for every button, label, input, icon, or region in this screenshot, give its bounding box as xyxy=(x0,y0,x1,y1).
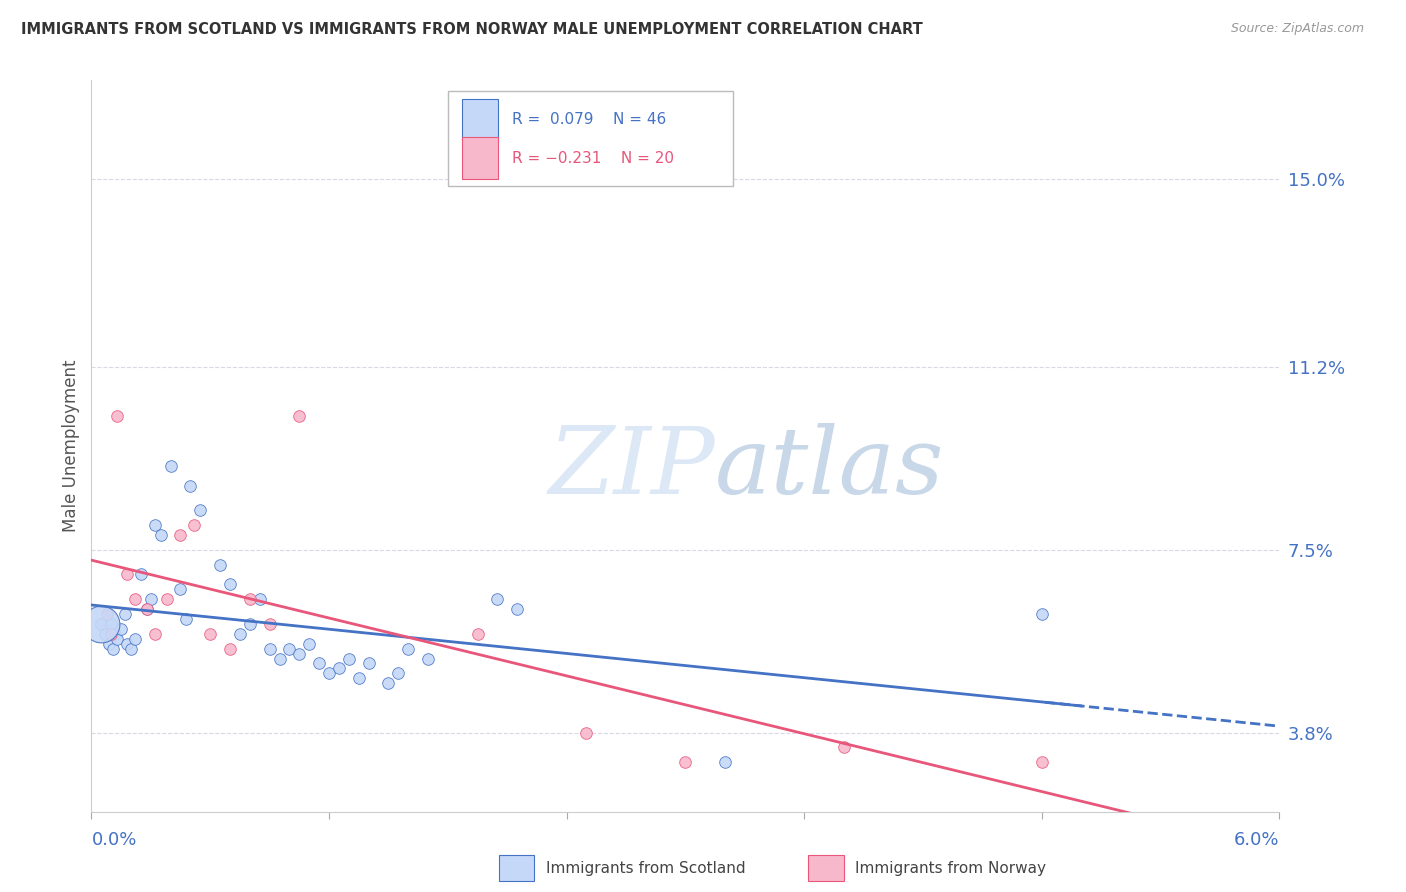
Point xyxy=(239,592,262,607)
Point xyxy=(129,567,152,582)
Point xyxy=(176,612,198,626)
Point xyxy=(337,651,360,665)
Point xyxy=(328,661,350,675)
Point xyxy=(124,632,146,646)
Text: 0.0%: 0.0% xyxy=(91,831,136,849)
Text: R =  0.079    N = 46: R = 0.079 N = 46 xyxy=(512,112,666,127)
Point xyxy=(259,616,281,631)
Point xyxy=(832,740,855,755)
Point xyxy=(159,458,181,473)
Point xyxy=(288,409,311,424)
Point xyxy=(396,641,419,656)
Point xyxy=(139,592,162,607)
Point xyxy=(714,756,737,770)
Point xyxy=(179,478,201,492)
Point xyxy=(278,641,301,656)
Point xyxy=(249,592,271,607)
Point xyxy=(114,607,136,621)
Point xyxy=(259,641,281,656)
Point xyxy=(96,607,118,621)
Point xyxy=(673,756,696,770)
Text: 6.0%: 6.0% xyxy=(1234,831,1279,849)
Bar xyxy=(463,99,498,140)
Point xyxy=(90,616,112,631)
Point xyxy=(219,641,242,656)
Point xyxy=(124,592,146,607)
Point xyxy=(209,558,232,572)
Y-axis label: Male Unemployment: Male Unemployment xyxy=(62,359,80,533)
Point xyxy=(115,637,138,651)
Point xyxy=(156,592,179,607)
Point xyxy=(1031,607,1053,621)
Point xyxy=(115,567,138,582)
Point xyxy=(100,616,122,631)
Text: IMMIGRANTS FROM SCOTLAND VS IMMIGRANTS FROM NORWAY MALE UNEMPLOYMENT CORRELATION: IMMIGRANTS FROM SCOTLAND VS IMMIGRANTS F… xyxy=(21,22,922,37)
Point xyxy=(357,657,380,671)
Text: R = −0.231    N = 20: R = −0.231 N = 20 xyxy=(512,151,673,166)
Point xyxy=(219,577,242,591)
Text: ZIP: ZIP xyxy=(548,423,716,513)
Point xyxy=(100,627,122,641)
Point xyxy=(105,409,128,424)
Point xyxy=(288,647,311,661)
Point xyxy=(377,676,399,690)
Text: atlas: atlas xyxy=(716,423,945,513)
Point xyxy=(575,725,598,739)
Point xyxy=(183,518,205,533)
Point xyxy=(387,666,409,681)
Point xyxy=(94,627,117,641)
Point xyxy=(110,622,132,636)
Point xyxy=(90,616,112,631)
Point xyxy=(347,671,370,685)
Bar xyxy=(463,137,498,179)
FancyBboxPatch shape xyxy=(447,91,733,186)
Point xyxy=(135,602,157,616)
Text: Source: ZipAtlas.com: Source: ZipAtlas.com xyxy=(1230,22,1364,36)
Point xyxy=(105,632,128,646)
Point xyxy=(149,528,172,542)
Point xyxy=(318,666,340,681)
Point xyxy=(269,651,291,665)
Point xyxy=(198,627,221,641)
Point xyxy=(120,641,142,656)
Point xyxy=(298,637,321,651)
Point xyxy=(239,616,262,631)
Point xyxy=(101,641,124,656)
Point xyxy=(143,627,166,641)
Point xyxy=(135,602,157,616)
Point xyxy=(486,592,509,607)
Point xyxy=(188,503,211,517)
Point xyxy=(416,651,439,665)
Point xyxy=(169,582,191,597)
Point xyxy=(104,627,127,641)
Point xyxy=(143,518,166,533)
Point xyxy=(308,657,330,671)
Point xyxy=(467,627,489,641)
Text: Immigrants from Scotland: Immigrants from Scotland xyxy=(546,862,745,876)
Text: Immigrants from Norway: Immigrants from Norway xyxy=(855,862,1046,876)
Point xyxy=(169,528,191,542)
Point xyxy=(98,637,121,651)
Point xyxy=(1031,756,1053,770)
Point xyxy=(229,627,252,641)
Point xyxy=(506,602,529,616)
